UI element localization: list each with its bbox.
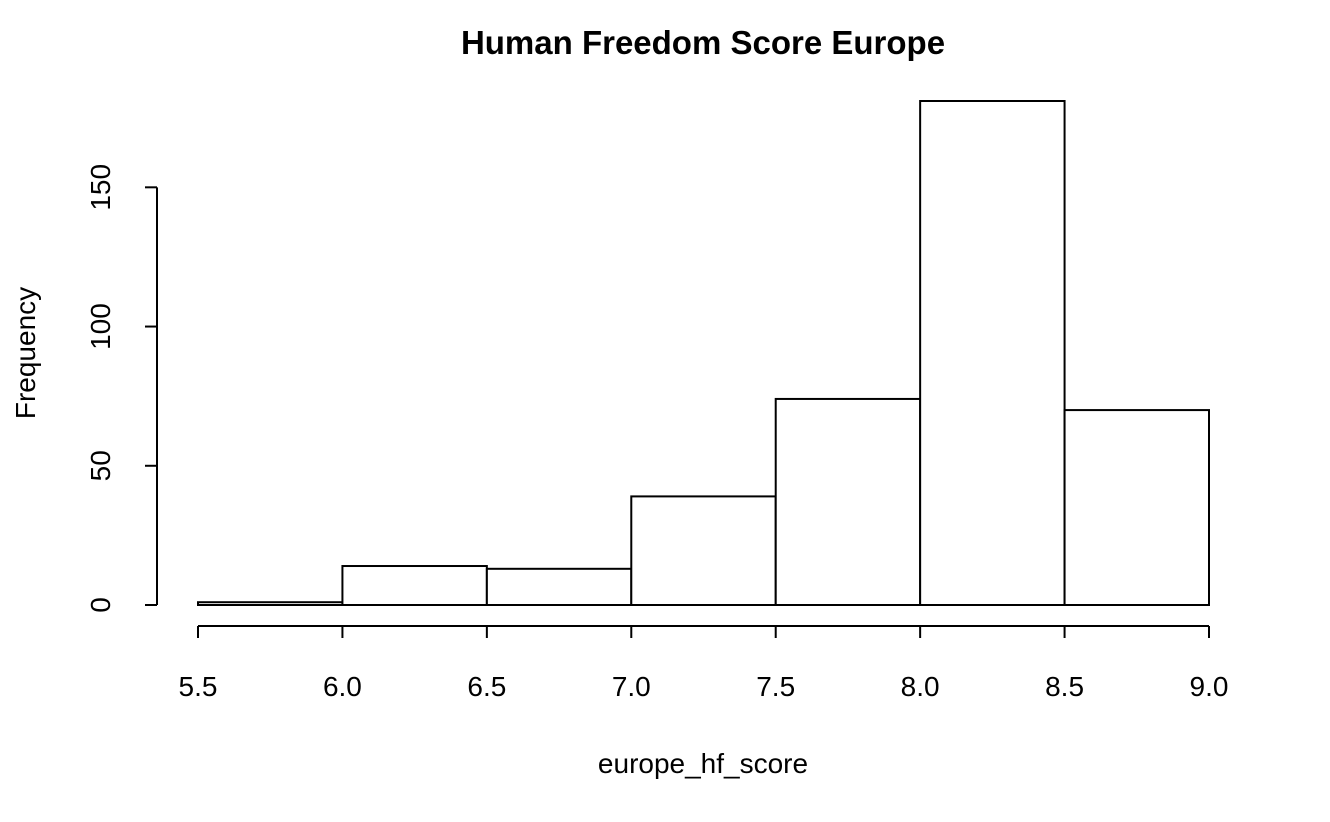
chart-title: Human Freedom Score Europe — [461, 24, 945, 61]
y-tick-label: 100 — [85, 303, 116, 350]
y-axis-label: Frequency — [10, 287, 41, 419]
x-tick-label: 7.0 — [612, 671, 651, 702]
x-tick-label: 8.0 — [901, 671, 940, 702]
bar — [919, 100, 1066, 606]
bar — [341, 565, 488, 607]
x-axis-label: europe_hf_score — [598, 748, 808, 779]
x-tick-label: 8.5 — [1045, 671, 1084, 702]
y-tick-label: 0 — [85, 597, 116, 613]
x-tick-label: 6.0 — [323, 671, 362, 702]
bar — [630, 495, 777, 607]
x-tick-label: 9.0 — [1190, 671, 1229, 702]
x-tick-label: 7.5 — [756, 671, 795, 702]
y-tick-label: 50 — [85, 450, 116, 481]
x-tick-label: 6.5 — [467, 671, 506, 702]
y-tick-label: 150 — [85, 164, 116, 211]
bar — [485, 567, 633, 606]
bar — [197, 601, 344, 606]
x-tick-label: 5.5 — [179, 671, 218, 702]
bar — [1063, 409, 1210, 607]
bar — [774, 397, 922, 607]
